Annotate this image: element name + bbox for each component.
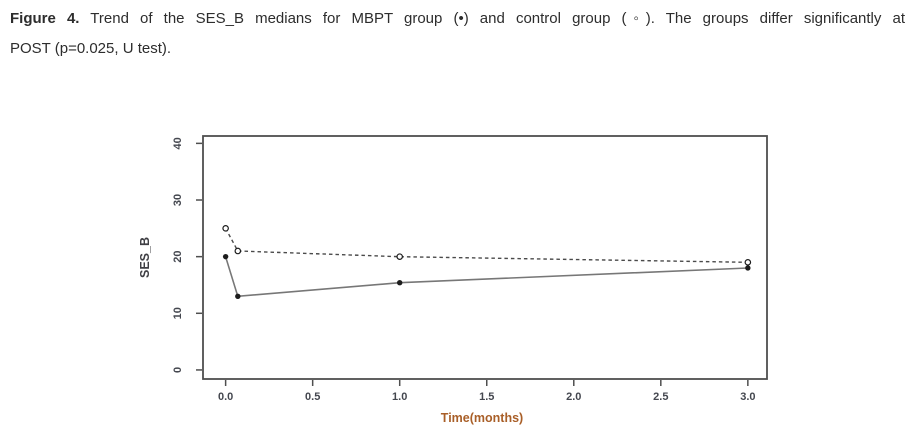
- figure-caption: Figure 4. Trend of the SES_B medians for…: [0, 4, 916, 64]
- y-tick-label: 40: [172, 137, 184, 149]
- x-tick-label: 0.0: [218, 391, 233, 403]
- x-tick-label: 0.5: [305, 391, 320, 403]
- figure-number-label: Figure 4.: [10, 10, 80, 27]
- caption-line-1: Figure 4. Trend of the SES_B medians for…: [0, 4, 916, 34]
- data-point-mbpt: [745, 265, 751, 271]
- data-point-control: [222, 225, 229, 232]
- y-tick-label: 20: [172, 251, 184, 263]
- y-tick-label: 0: [172, 367, 184, 373]
- x-tick-label: 2.5: [653, 391, 668, 403]
- series-line-mbpt: [224, 256, 748, 298]
- series-line-control: [224, 227, 748, 263]
- data-point-control: [396, 253, 404, 260]
- x-tick-label: 1.5: [479, 391, 494, 403]
- data-point-mbpt: [397, 280, 403, 286]
- data-point-mbpt: [222, 253, 229, 260]
- data-point-control: [744, 259, 752, 266]
- data-point-mbpt: [235, 293, 241, 300]
- y-tick-label: 30: [172, 194, 184, 206]
- plot-box: [202, 135, 768, 380]
- x-axis-label: Time(months): [441, 411, 523, 425]
- caption-line-1-text: Trend of the SES_B medians for MBPT grou…: [90, 10, 905, 27]
- data-point-control: [234, 247, 242, 255]
- x-tick-label: 3.0: [740, 391, 755, 403]
- y-axis-label: SES_B: [138, 237, 152, 278]
- x-tick-label: 2.0: [566, 391, 581, 403]
- x-tick-label: 1.0: [392, 391, 407, 403]
- y-tick-label: 10: [172, 307, 184, 319]
- caption-line-2: POST (p=0.025, U test).: [10, 40, 172, 57]
